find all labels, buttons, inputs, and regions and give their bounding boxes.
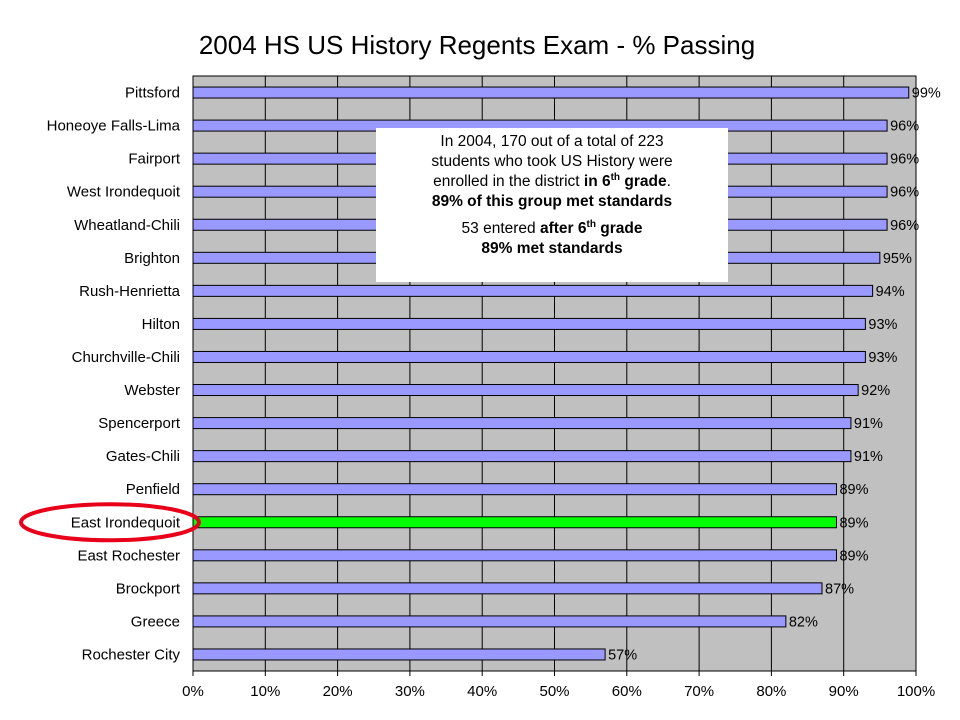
callout-line-3-d: . — [666, 173, 671, 190]
bar — [192, 615, 787, 628]
chart-title: 2004 HS US History Regents Exam - % Pass… — [199, 30, 755, 60]
category-label: Hilton — [142, 316, 180, 333]
category-label: Greece — [131, 613, 180, 630]
x-tick-label: 60% — [612, 683, 642, 700]
bar — [192, 549, 837, 562]
x-tick-label: 20% — [323, 683, 353, 700]
callout-line-3-bold: in 6th grade — [583, 171, 667, 190]
data-label: 96% — [890, 218, 919, 234]
callout-line-5-c: grade — [595, 220, 643, 237]
data-label: 92% — [861, 383, 890, 399]
data-label: 96% — [890, 185, 919, 201]
bar — [192, 516, 837, 529]
category-label: Pittsford — [125, 85, 180, 102]
category-label: Brighton — [124, 250, 180, 267]
data-label: 96% — [890, 119, 919, 135]
category-label: Fairport — [128, 151, 181, 168]
callout-line-5-sup: th — [586, 218, 596, 230]
data-label: 91% — [854, 416, 883, 432]
data-label: 89% — [839, 482, 868, 498]
bar — [192, 317, 866, 330]
bar — [192, 483, 837, 496]
bar — [192, 384, 859, 397]
bar — [192, 450, 852, 463]
category-label: Rush-Henrietta — [79, 283, 181, 300]
bar — [192, 284, 874, 297]
data-label: 94% — [876, 284, 905, 300]
category-label: Brockport — [116, 580, 181, 597]
data-label: 91% — [854, 449, 883, 465]
callout-line-3-a: enrolled in the district — [433, 173, 584, 190]
callout-line-5-a: 53 entered — [461, 220, 540, 237]
callout-line-4: 89% of this group met standards — [384, 192, 720, 212]
x-tick-label: 80% — [756, 683, 786, 700]
callout-line-3: enrolled in the district in 6th grade. — [384, 172, 720, 192]
x-tick-label: 0% — [182, 683, 204, 700]
callout-line-5-b: after 6 — [539, 220, 587, 237]
category-label: Honeoye Falls-Lima — [47, 118, 181, 135]
x-tick-label: 10% — [250, 683, 280, 700]
category-labels: Pittsford Honeoye Falls-Lima Fairport West … — [47, 85, 181, 664]
callout-line-6: 89% met standards — [384, 239, 720, 259]
x-tick-label: 70% — [684, 683, 714, 700]
callout-line-5-bold: after 6th grade — [539, 218, 643, 237]
x-tick-label: 50% — [539, 683, 569, 700]
callout-line-3-c: grade — [620, 173, 667, 190]
data-label: 89% — [839, 515, 868, 531]
category-label: Penfield — [126, 481, 180, 498]
data-label: 93% — [868, 350, 897, 366]
callout-line-6-bold: 89% met standards — [481, 240, 623, 257]
category-label: Wheatland-Chili — [74, 217, 180, 234]
callout-line-5: 53 entered after 6th grade — [384, 219, 720, 239]
data-label: 95% — [883, 251, 912, 267]
category-label: Churchville-Chili — [72, 349, 180, 366]
x-tick-label: 90% — [829, 683, 859, 700]
data-label: 89% — [839, 548, 868, 564]
callout-line-2: students who took US History were — [431, 153, 673, 170]
data-label: 87% — [825, 581, 854, 597]
highlight-annotation — [19, 502, 201, 543]
category-label: Rochester City — [82, 646, 181, 663]
category-label: East Irondequoit — [71, 514, 181, 531]
bar — [192, 350, 866, 363]
x-tick-label: 100% — [897, 683, 935, 700]
category-label: Webster — [124, 382, 180, 399]
data-label: 82% — [789, 614, 818, 630]
value-labels: 99% 96% 96% 96% 96% 95% 94% 93% 93% 92% 91% 91% 89% 8… — [608, 86, 941, 664]
bar — [192, 582, 823, 595]
highlight-circle — [19, 502, 201, 543]
x-axis-ticks: 0% 10% 20% 30% 40% 50% 60% 70% 80% 90% 100% — [182, 671, 935, 700]
callout-box: In 2004, 170 out of a total of 223 stude… — [376, 128, 728, 282]
x-tick-label: 40% — [467, 683, 497, 700]
x-tick-label: 30% — [395, 683, 425, 700]
category-label: West Irondequoit — [67, 184, 181, 201]
bar — [192, 648, 606, 661]
bars — [192, 86, 910, 661]
data-label: 99% — [912, 86, 941, 102]
callout-line-3-sup: th — [610, 171, 621, 183]
category-label: Spencerport — [98, 415, 181, 432]
category-label: East Rochester — [77, 547, 180, 564]
bar — [192, 86, 910, 99]
data-label: 96% — [890, 152, 919, 168]
callout-line-4-bold: 89% of this group met standards — [431, 193, 673, 210]
data-label: 57% — [608, 647, 637, 663]
bar — [192, 417, 852, 430]
callout-line-1: In 2004, 170 out of a total of 223 — [440, 133, 664, 150]
callout-line-3-b: in 6 — [583, 173, 611, 190]
category-label: Gates-Chili — [106, 448, 180, 465]
data-label: 93% — [868, 317, 897, 333]
